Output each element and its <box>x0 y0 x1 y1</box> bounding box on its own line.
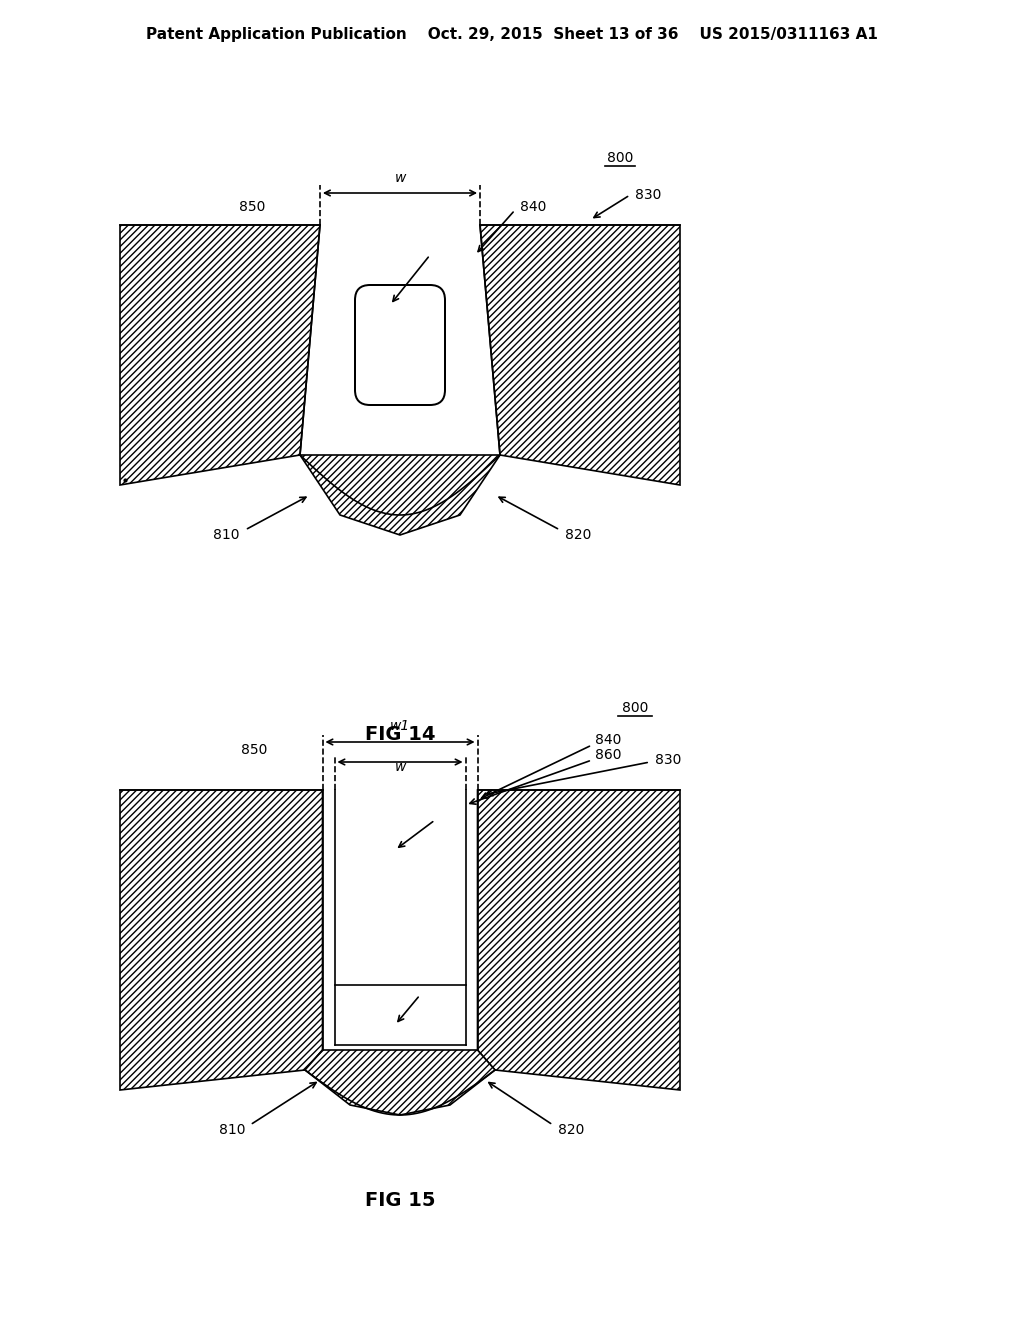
Text: FIG 14: FIG 14 <box>365 726 435 744</box>
Text: 800: 800 <box>607 150 633 165</box>
Text: 850: 850 <box>239 201 265 214</box>
Text: 840: 840 <box>595 733 622 747</box>
Text: 810: 810 <box>213 528 240 543</box>
Polygon shape <box>120 789 323 1090</box>
Bar <box>335 985 466 1045</box>
FancyBboxPatch shape <box>355 285 445 405</box>
Text: 830: 830 <box>635 187 662 202</box>
Text: 810: 810 <box>218 1123 245 1137</box>
Polygon shape <box>305 1049 495 1115</box>
Text: w1: w1 <box>390 719 411 733</box>
Text: 820: 820 <box>558 1123 585 1137</box>
Text: 850: 850 <box>241 743 267 756</box>
Text: 830: 830 <box>655 752 681 767</box>
Text: w: w <box>394 172 406 185</box>
Text: 860: 860 <box>595 748 622 762</box>
Text: FIG 15: FIG 15 <box>365 1191 435 1209</box>
Polygon shape <box>300 455 500 535</box>
Text: 820: 820 <box>565 528 592 543</box>
Text: Patent Application Publication    Oct. 29, 2015  Sheet 13 of 36    US 2015/03111: Patent Application Publication Oct. 29, … <box>146 28 878 42</box>
Polygon shape <box>477 789 680 1090</box>
Text: 800: 800 <box>622 701 648 715</box>
Polygon shape <box>120 224 319 484</box>
Text: w: w <box>394 760 406 774</box>
Text: 840: 840 <box>520 201 547 214</box>
Polygon shape <box>480 224 680 484</box>
